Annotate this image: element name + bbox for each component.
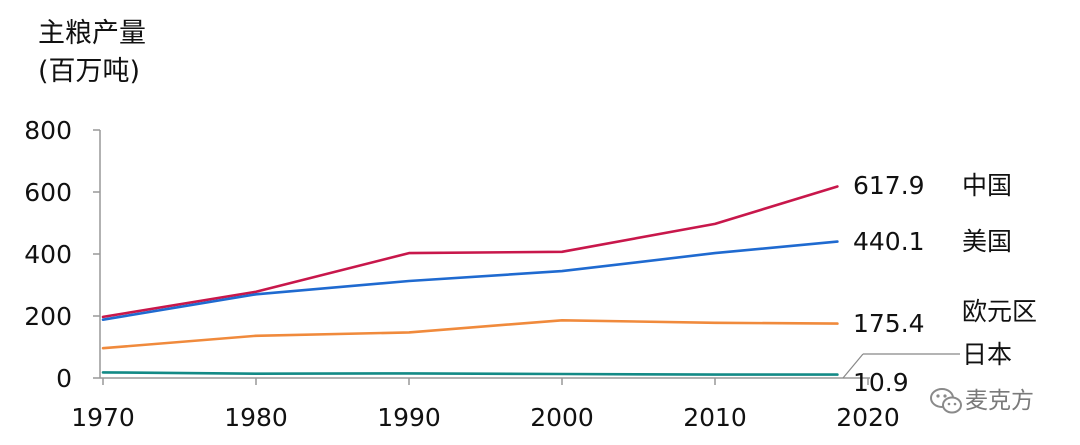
x-tick-label: 1990: [377, 403, 441, 432]
y-tick-label: 200: [24, 302, 72, 331]
series-end-value: 10.9: [853, 368, 909, 397]
x-tick-label: 2000: [530, 403, 594, 432]
leader-line-japan: [842, 353, 864, 379]
x-ticks: 1970 1980 1990 2000 2010 2020: [71, 378, 900, 432]
series-end-value: 175.4: [853, 309, 925, 338]
y-tick-label: 400: [24, 240, 72, 269]
watermark-text: 麦克方: [965, 388, 1034, 414]
watermark: 麦克方: [930, 388, 1034, 414]
series-name-label: 美国: [962, 227, 1012, 256]
series-line: [101, 240, 839, 322]
wechat-icon: [930, 388, 962, 414]
y-axis-label-line2: (百万吨): [38, 56, 140, 87]
x-tick-label: 2020: [836, 403, 900, 432]
x-tick-label: 1970: [71, 403, 135, 432]
x-tick-label: 2010: [683, 403, 747, 432]
series-name-label: 中国: [962, 171, 1012, 200]
series-lines: [101, 185, 839, 376]
series-end-value: 617.9: [853, 171, 925, 200]
series-name-label: 日本: [962, 340, 1012, 369]
y-tick-label: 600: [24, 178, 72, 207]
y-ticks: 0 200 400 600 800: [24, 116, 100, 393]
end-labels: 617.9 中国 440.1 美国 175.4 欧元区 10.9 日本: [853, 171, 1037, 397]
x-tick-label: 1980: [224, 403, 288, 432]
y-tick-label: 0: [56, 364, 72, 393]
y-tick-label: 800: [24, 116, 72, 145]
series-line: [101, 371, 839, 376]
series-name-label: 欧元区: [962, 297, 1037, 326]
series-end-value: 440.1: [853, 227, 925, 256]
series-line: [101, 318, 839, 350]
y-axis-label-line1: 主粮产量: [38, 18, 146, 49]
series-line: [101, 185, 839, 319]
